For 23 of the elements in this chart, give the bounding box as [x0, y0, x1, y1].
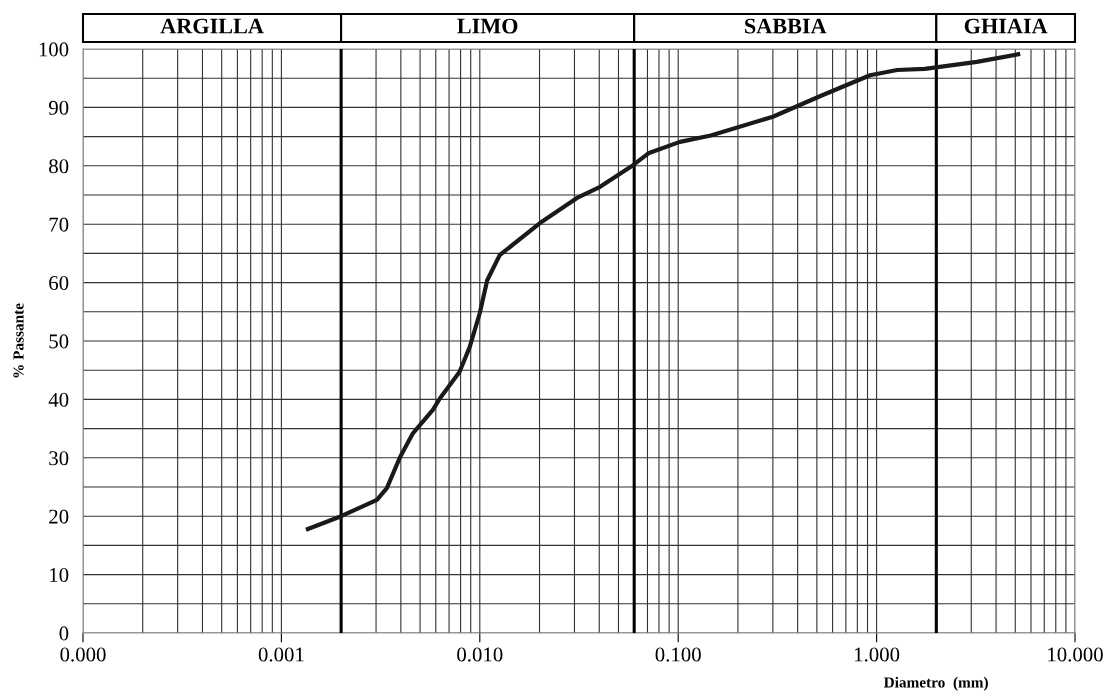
y-tick-label: 100	[39, 42, 69, 57]
y-tick-label: 70	[49, 217, 69, 232]
x-tick-label: 0.100	[655, 647, 701, 662]
text: GHIAIA	[964, 18, 1048, 34]
y-tick-label: 90	[48, 100, 69, 115]
y-tick-label: 0	[59, 626, 69, 641]
text: LIMO	[457, 18, 518, 34]
y-tick-label: 40	[48, 392, 69, 407]
x-tick-label: 0.000	[60, 647, 106, 662]
x-tick-label: 0.001	[258, 647, 304, 662]
y-tick-label: 30	[49, 451, 69, 466]
x-tick-label: 0.010	[457, 647, 503, 662]
x-tick-label: 1.000	[855, 647, 900, 662]
text: ARGILLA	[160, 18, 264, 34]
y-tick-label: 80	[49, 159, 69, 174]
y-axis-title: % Passante	[13, 303, 24, 378]
y-tick-label: 60	[49, 275, 69, 291]
y-tick-label: 20	[49, 509, 69, 524]
y-tick-label: 10	[50, 567, 69, 583]
x-axis-title: Diametro (mm)	[883, 676, 988, 691]
x-tick-label: 10.000	[1048, 647, 1103, 662]
text: SABBIA	[745, 18, 827, 34]
y-tick-label: 50	[49, 334, 69, 349]
